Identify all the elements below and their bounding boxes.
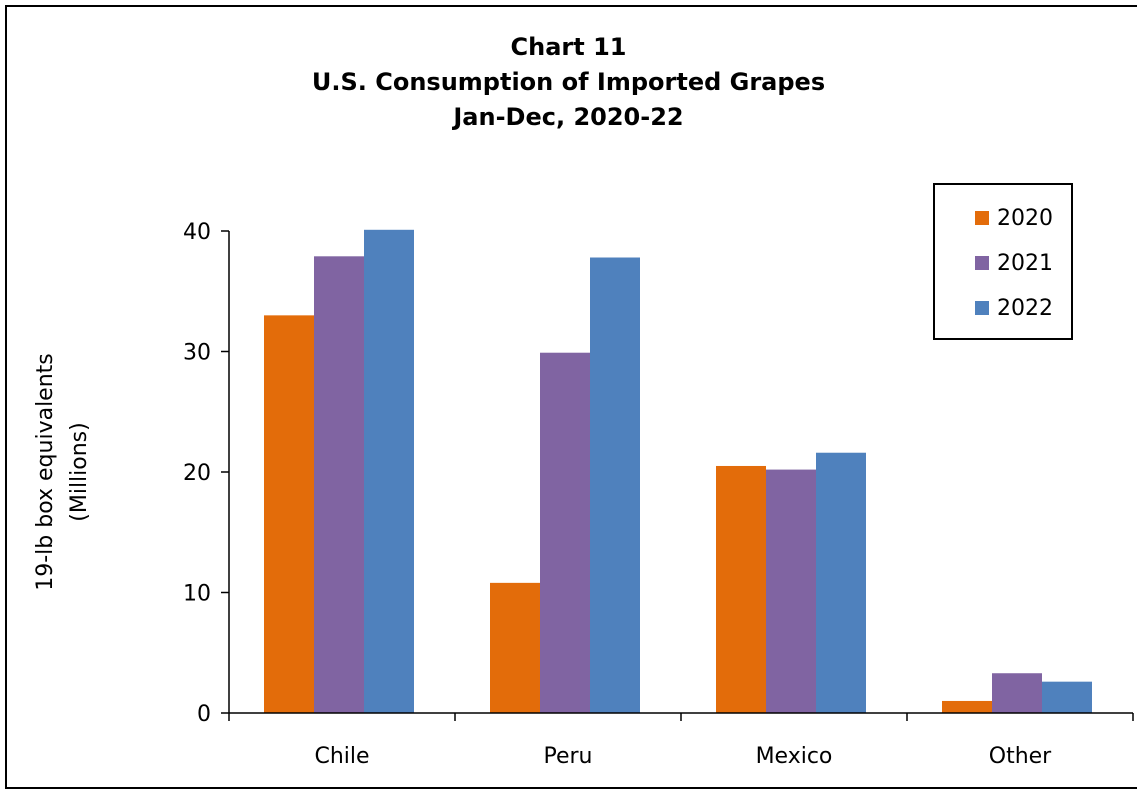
bar-peru-2021 <box>540 352 590 713</box>
legend-item-2020: 2020 <box>975 203 1053 233</box>
legend-item-2021: 2021 <box>975 248 1053 278</box>
legend-item-2022: 2022 <box>975 293 1053 323</box>
y-axis-label-line-2: (Millions) <box>67 422 92 521</box>
title-line-3: Jan-Dec, 2020-22 <box>453 103 684 131</box>
bar-other-2020 <box>942 700 992 713</box>
legend-swatch-2020 <box>975 211 989 225</box>
bar-peru-2022 <box>590 257 640 713</box>
x-tick-label-other: Other <box>989 744 1052 769</box>
bar-other-2021 <box>992 673 1042 713</box>
chart-frame <box>5 5 1137 789</box>
bar-chile-2022 <box>364 229 414 714</box>
legend-label-2022: 2022 <box>997 295 1053 321</box>
legend-swatch-2021 <box>975 256 989 270</box>
bar-mexico-2022 <box>816 452 866 713</box>
legend-swatch-2022 <box>975 301 989 315</box>
legend: 2020 2021 2022 <box>933 183 1073 340</box>
bar-chile-2021 <box>314 256 364 713</box>
title-line-2: U.S. Consumption of Imported Grapes <box>311 68 826 96</box>
bar-peru-2020 <box>490 582 540 713</box>
y-axis-label: 19-lb box equivalents (Millions) <box>33 353 92 591</box>
y-tick-label-20: 20 <box>183 461 211 486</box>
bar-mexico-2021 <box>766 469 816 713</box>
chart-title: Chart 11 U.S. Consumption of Imported Gr… <box>0 30 1137 135</box>
x-tick-label-chile: Chile <box>314 744 369 769</box>
y-tick-label-30: 30 <box>183 341 211 366</box>
bar-chile-2020 <box>264 315 314 713</box>
y-tick-label-10: 10 <box>183 582 211 607</box>
x-tick-label-mexico: Mexico <box>756 744 833 769</box>
y-tick-label-40: 40 <box>183 220 211 245</box>
y-axis-label-line-1: 19-lb box equivalents <box>33 353 58 591</box>
title-line-1: Chart 11 <box>510 33 627 61</box>
legend-label-2021: 2021 <box>997 250 1053 276</box>
y-tick-label-0: 0 <box>197 702 211 727</box>
bar-mexico-2020 <box>716 465 766 713</box>
legend-label-2020: 2020 <box>997 205 1053 231</box>
bar-other-2022 <box>1042 681 1092 713</box>
x-tick-label-peru: Peru <box>543 744 592 769</box>
